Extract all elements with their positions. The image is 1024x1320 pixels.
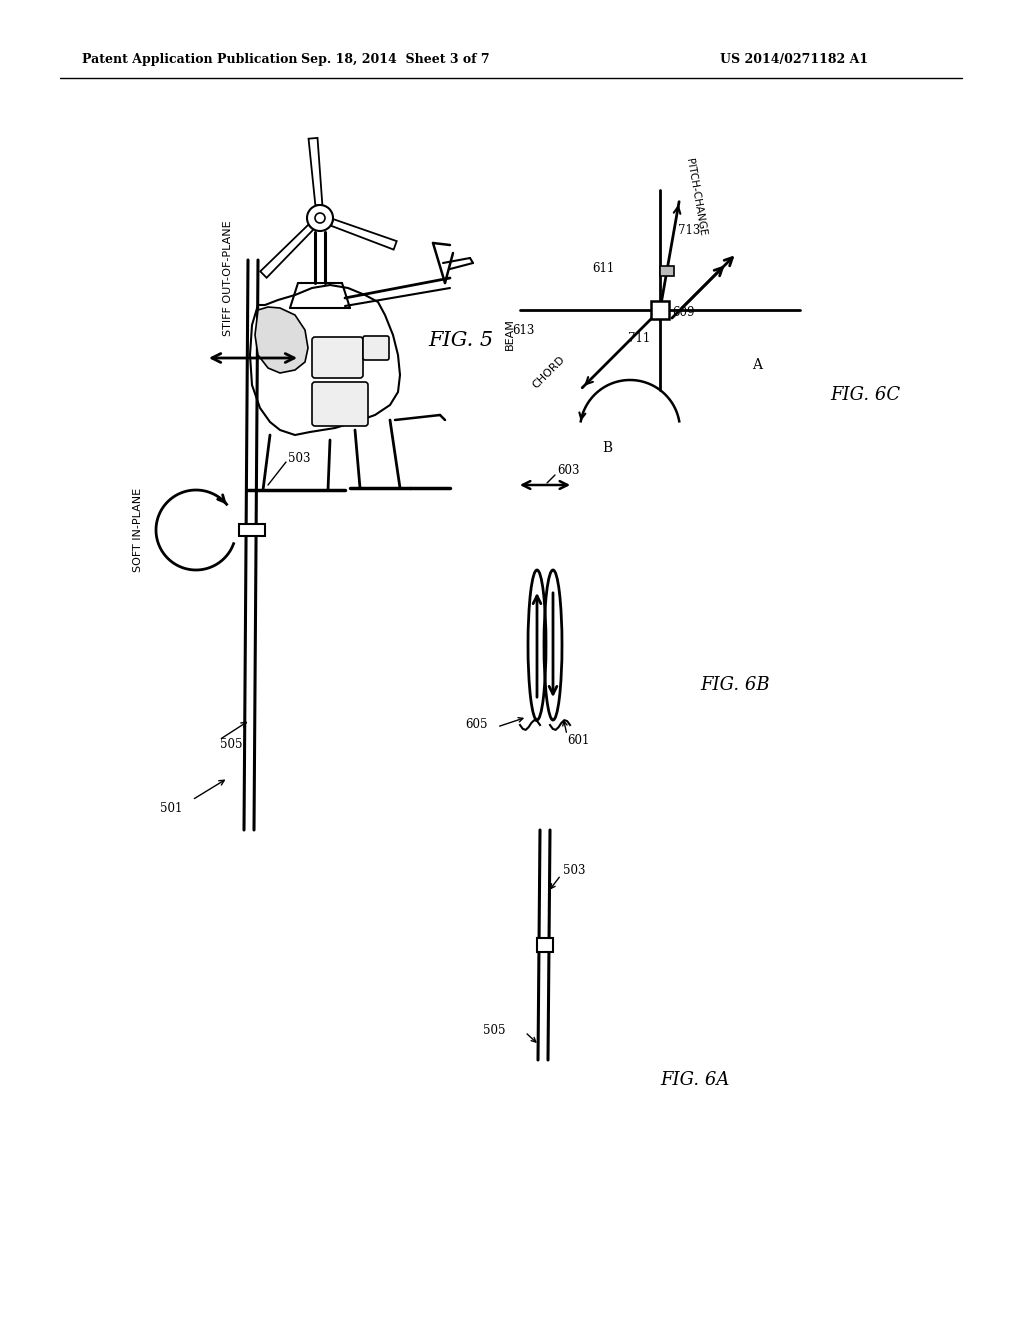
Text: 601: 601 (567, 734, 590, 747)
Text: 609: 609 (672, 305, 694, 318)
Text: SOFT IN-PLANE: SOFT IN-PLANE (133, 488, 143, 572)
Text: 503: 503 (563, 863, 586, 876)
Text: CHORD: CHORD (530, 355, 566, 391)
Text: FIG. 6A: FIG. 6A (660, 1071, 729, 1089)
Text: FIG. 6B: FIG. 6B (700, 676, 770, 694)
Text: 613: 613 (512, 323, 535, 337)
Text: PITCH-CHANGE: PITCH-CHANGE (684, 157, 708, 236)
Polygon shape (255, 308, 308, 374)
Polygon shape (250, 285, 400, 436)
Text: FIG. 5: FIG. 5 (428, 330, 494, 350)
Text: Sep. 18, 2014  Sheet 3 of 7: Sep. 18, 2014 Sheet 3 of 7 (301, 54, 489, 66)
Text: FIG. 6C: FIG. 6C (830, 385, 900, 404)
Text: 603: 603 (557, 463, 580, 477)
Text: 501: 501 (160, 801, 182, 814)
Bar (659, 265, 674, 276)
Bar (239, 524, 265, 536)
Text: B: B (602, 441, 612, 455)
Polygon shape (260, 224, 313, 277)
Text: 713: 713 (678, 223, 700, 236)
Bar (537, 939, 553, 952)
Polygon shape (331, 219, 396, 249)
Text: 505: 505 (220, 738, 243, 751)
Circle shape (307, 205, 333, 231)
Text: 711: 711 (628, 331, 650, 345)
Text: 605: 605 (465, 718, 487, 731)
Text: US 2014/0271182 A1: US 2014/0271182 A1 (720, 54, 868, 66)
Text: Patent Application Publication: Patent Application Publication (82, 54, 298, 66)
Text: A: A (752, 358, 762, 372)
Text: STIFF OUT-OF-PLANE: STIFF OUT-OF-PLANE (223, 220, 233, 335)
Text: BEAM: BEAM (505, 318, 515, 350)
FancyBboxPatch shape (362, 337, 389, 360)
Bar (651, 301, 669, 319)
Text: 505: 505 (483, 1023, 506, 1036)
Text: 503: 503 (288, 451, 310, 465)
Text: 611: 611 (592, 261, 614, 275)
FancyBboxPatch shape (312, 337, 362, 378)
Polygon shape (308, 137, 323, 206)
FancyBboxPatch shape (312, 381, 368, 426)
